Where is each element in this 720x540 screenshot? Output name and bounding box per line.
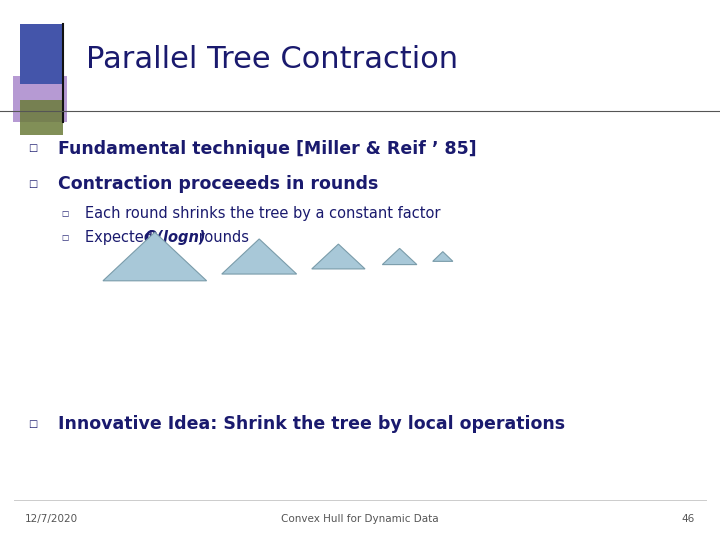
- Polygon shape: [433, 252, 453, 261]
- Text: rounds: rounds: [194, 230, 249, 245]
- Text: Fundamental technique [Miller & Reif ’ 85]: Fundamental technique [Miller & Reif ’ 8…: [58, 139, 476, 158]
- Polygon shape: [222, 239, 297, 274]
- Text: □: □: [28, 179, 37, 188]
- Text: Expected: Expected: [85, 230, 162, 245]
- Text: 46: 46: [682, 515, 695, 524]
- Text: O(logn): O(logn): [144, 230, 205, 245]
- Text: Innovative Idea: Shrink the tree by local operations: Innovative Idea: Shrink the tree by loca…: [58, 415, 564, 433]
- Bar: [20, 100, 63, 135]
- Text: 12/7/2020: 12/7/2020: [25, 515, 78, 524]
- Bar: [13, 76, 67, 122]
- Polygon shape: [382, 248, 417, 265]
- Text: □: □: [28, 419, 37, 429]
- Text: □: □: [61, 233, 68, 242]
- Text: □: □: [28, 144, 37, 153]
- Text: Each round shrinks the tree by a constant factor: Each round shrinks the tree by a constan…: [85, 206, 441, 221]
- Text: Convex Hull for Dynamic Data: Convex Hull for Dynamic Data: [282, 515, 438, 524]
- Polygon shape: [103, 232, 207, 281]
- Text: Contraction proceeeds in rounds: Contraction proceeeds in rounds: [58, 174, 378, 193]
- Text: Parallel Tree Contraction: Parallel Tree Contraction: [86, 45, 459, 74]
- Bar: [20, 24, 63, 84]
- Polygon shape: [312, 244, 365, 269]
- Text: □: □: [61, 209, 68, 218]
